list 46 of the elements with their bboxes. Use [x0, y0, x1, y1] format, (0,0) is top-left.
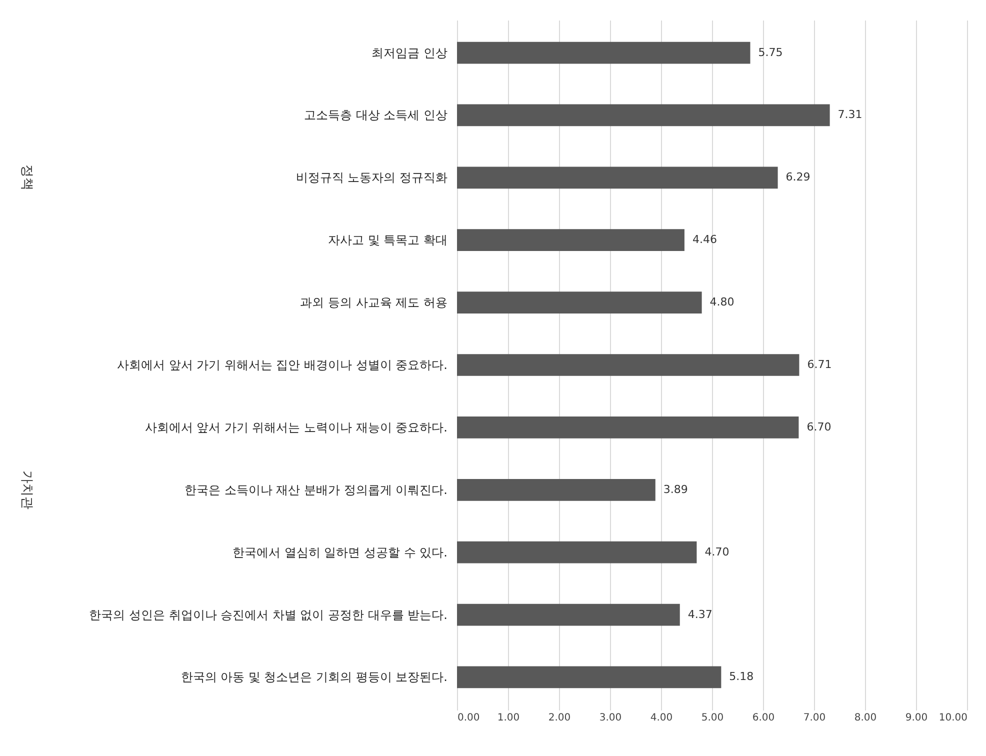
data-label: 6.29: [786, 170, 810, 184]
data-label: 4.37: [688, 608, 712, 621]
y-tick-label: 한국은 소득이나 재산 분배가 정의롭게 이뤄진다.: [184, 482, 448, 497]
y-tick-label: 고소득층 대상 소득세 인상: [304, 108, 448, 122]
data-label: 4.70: [704, 545, 730, 558]
bar: [457, 42, 750, 64]
data-label: 4.80: [710, 296, 734, 309]
x-tick-label: 8.00: [854, 712, 877, 724]
x-tick-label: 9.00: [905, 712, 928, 724]
x-tick-label: 6.00: [752, 712, 775, 724]
bar: [457, 104, 830, 126]
y-tick-label: 과외 등의 사교육 제도 허용: [300, 296, 448, 310]
text: 정책: [19, 164, 34, 191]
x-tick-label: 0.00: [458, 712, 480, 724]
bar: [457, 541, 697, 564]
y-tick-label: 사회에서 앞서 가기 위해서는 집안 배경이나 성별이 중요하다.: [116, 358, 448, 372]
y-tick-label: 비정규직 노동자의 정규직화: [296, 170, 448, 185]
x-tick-label: 1.00: [497, 712, 520, 724]
x-tick-label: 3.00: [599, 712, 622, 724]
y-tick-label: 자사고 및 특목고 확대: [328, 233, 448, 248]
bar: [457, 478, 656, 501]
y-tick-label: 사회에서 앞서 가기 위해서는 노력이나 재능이 중요하다.: [144, 420, 448, 434]
bar: [457, 416, 799, 438]
y-tick-label: 한국의 성인은 취업이나 승진에서 차별 없이 공정한 대우를 받는다.: [89, 608, 448, 622]
x-tick-label: 2.00: [548, 712, 571, 724]
bar: [457, 354, 800, 376]
data-label: 4.46: [692, 233, 717, 246]
y-tick-label: 최저임금 인상: [372, 46, 448, 60]
bar: [457, 292, 702, 314]
bar: [457, 166, 778, 189]
bar: [457, 666, 722, 688]
y-tick-label: 한국에서 열심히 일하면 성공할 수 있다.: [232, 545, 448, 560]
data-label: 3.89: [663, 482, 688, 496]
data-label: 6.70: [806, 420, 832, 434]
bar: [457, 604, 680, 626]
bar: [457, 229, 684, 252]
data-label: 7.31: [838, 108, 862, 122]
x-tick-label: 5.00: [701, 712, 724, 724]
data-label: 6.71: [807, 358, 832, 371]
text: 가치관: [19, 470, 34, 510]
x-tick-label: 4.00: [650, 712, 673, 724]
y-tick-label: 한국의 아동 및 청소년은 기회의 평등이 보장된다.: [180, 670, 448, 684]
data-label: 5.75: [758, 46, 783, 59]
x-tick-label: 10.00: [938, 712, 968, 724]
data-label: 5.18: [729, 670, 754, 684]
x-tick-label: 7.00: [803, 712, 826, 724]
